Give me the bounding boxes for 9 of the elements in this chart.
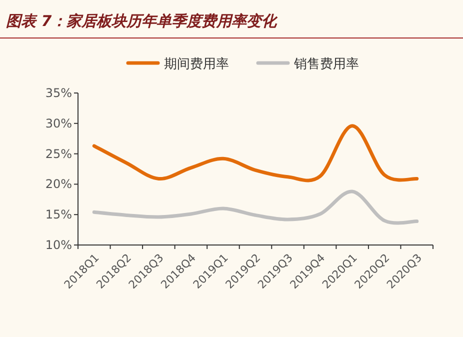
y-tick-label: 25% — [45, 146, 72, 161]
legend-label: 期间费用率 — [164, 56, 229, 72]
y-tick-label: 20% — [45, 177, 72, 192]
y-tick-label: 30% — [45, 116, 72, 130]
y-tick-label: 15% — [45, 208, 72, 222]
y-tick-label: 10% — [45, 238, 72, 252]
legend-label: 销售费用率 — [293, 56, 359, 72]
y-tick-label: 35% — [45, 86, 72, 100]
chart-title: 图表 7：家居板块历年单季度费用率变化 — [6, 12, 279, 30]
